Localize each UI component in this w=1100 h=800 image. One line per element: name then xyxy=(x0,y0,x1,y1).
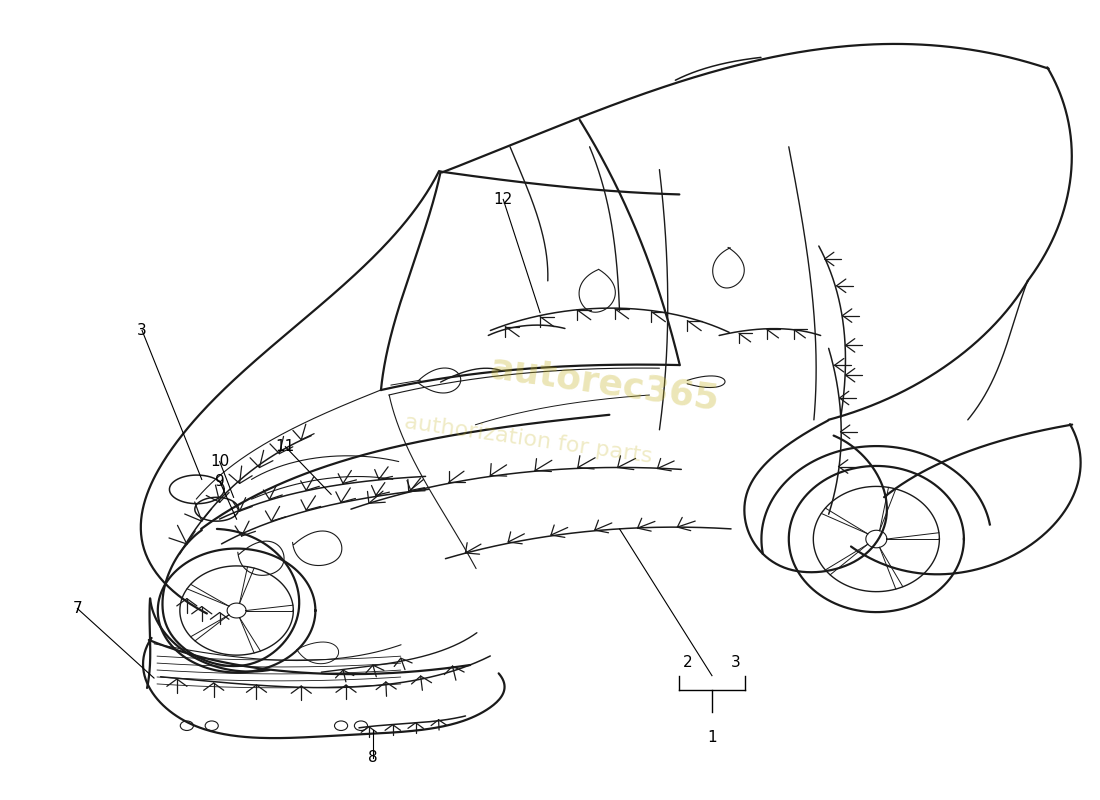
Text: 12: 12 xyxy=(494,192,513,207)
Text: 11: 11 xyxy=(276,439,295,454)
Text: 10: 10 xyxy=(210,454,229,469)
Text: 2: 2 xyxy=(683,655,693,670)
Text: 9: 9 xyxy=(214,474,224,489)
Text: 3: 3 xyxy=(732,655,741,670)
Text: authorization for parts: authorization for parts xyxy=(403,413,653,467)
Text: 7: 7 xyxy=(73,601,82,616)
Text: 1: 1 xyxy=(707,730,717,745)
Text: 8: 8 xyxy=(368,750,377,765)
Text: autorec365: autorec365 xyxy=(487,351,722,417)
Text: 3: 3 xyxy=(138,323,147,338)
